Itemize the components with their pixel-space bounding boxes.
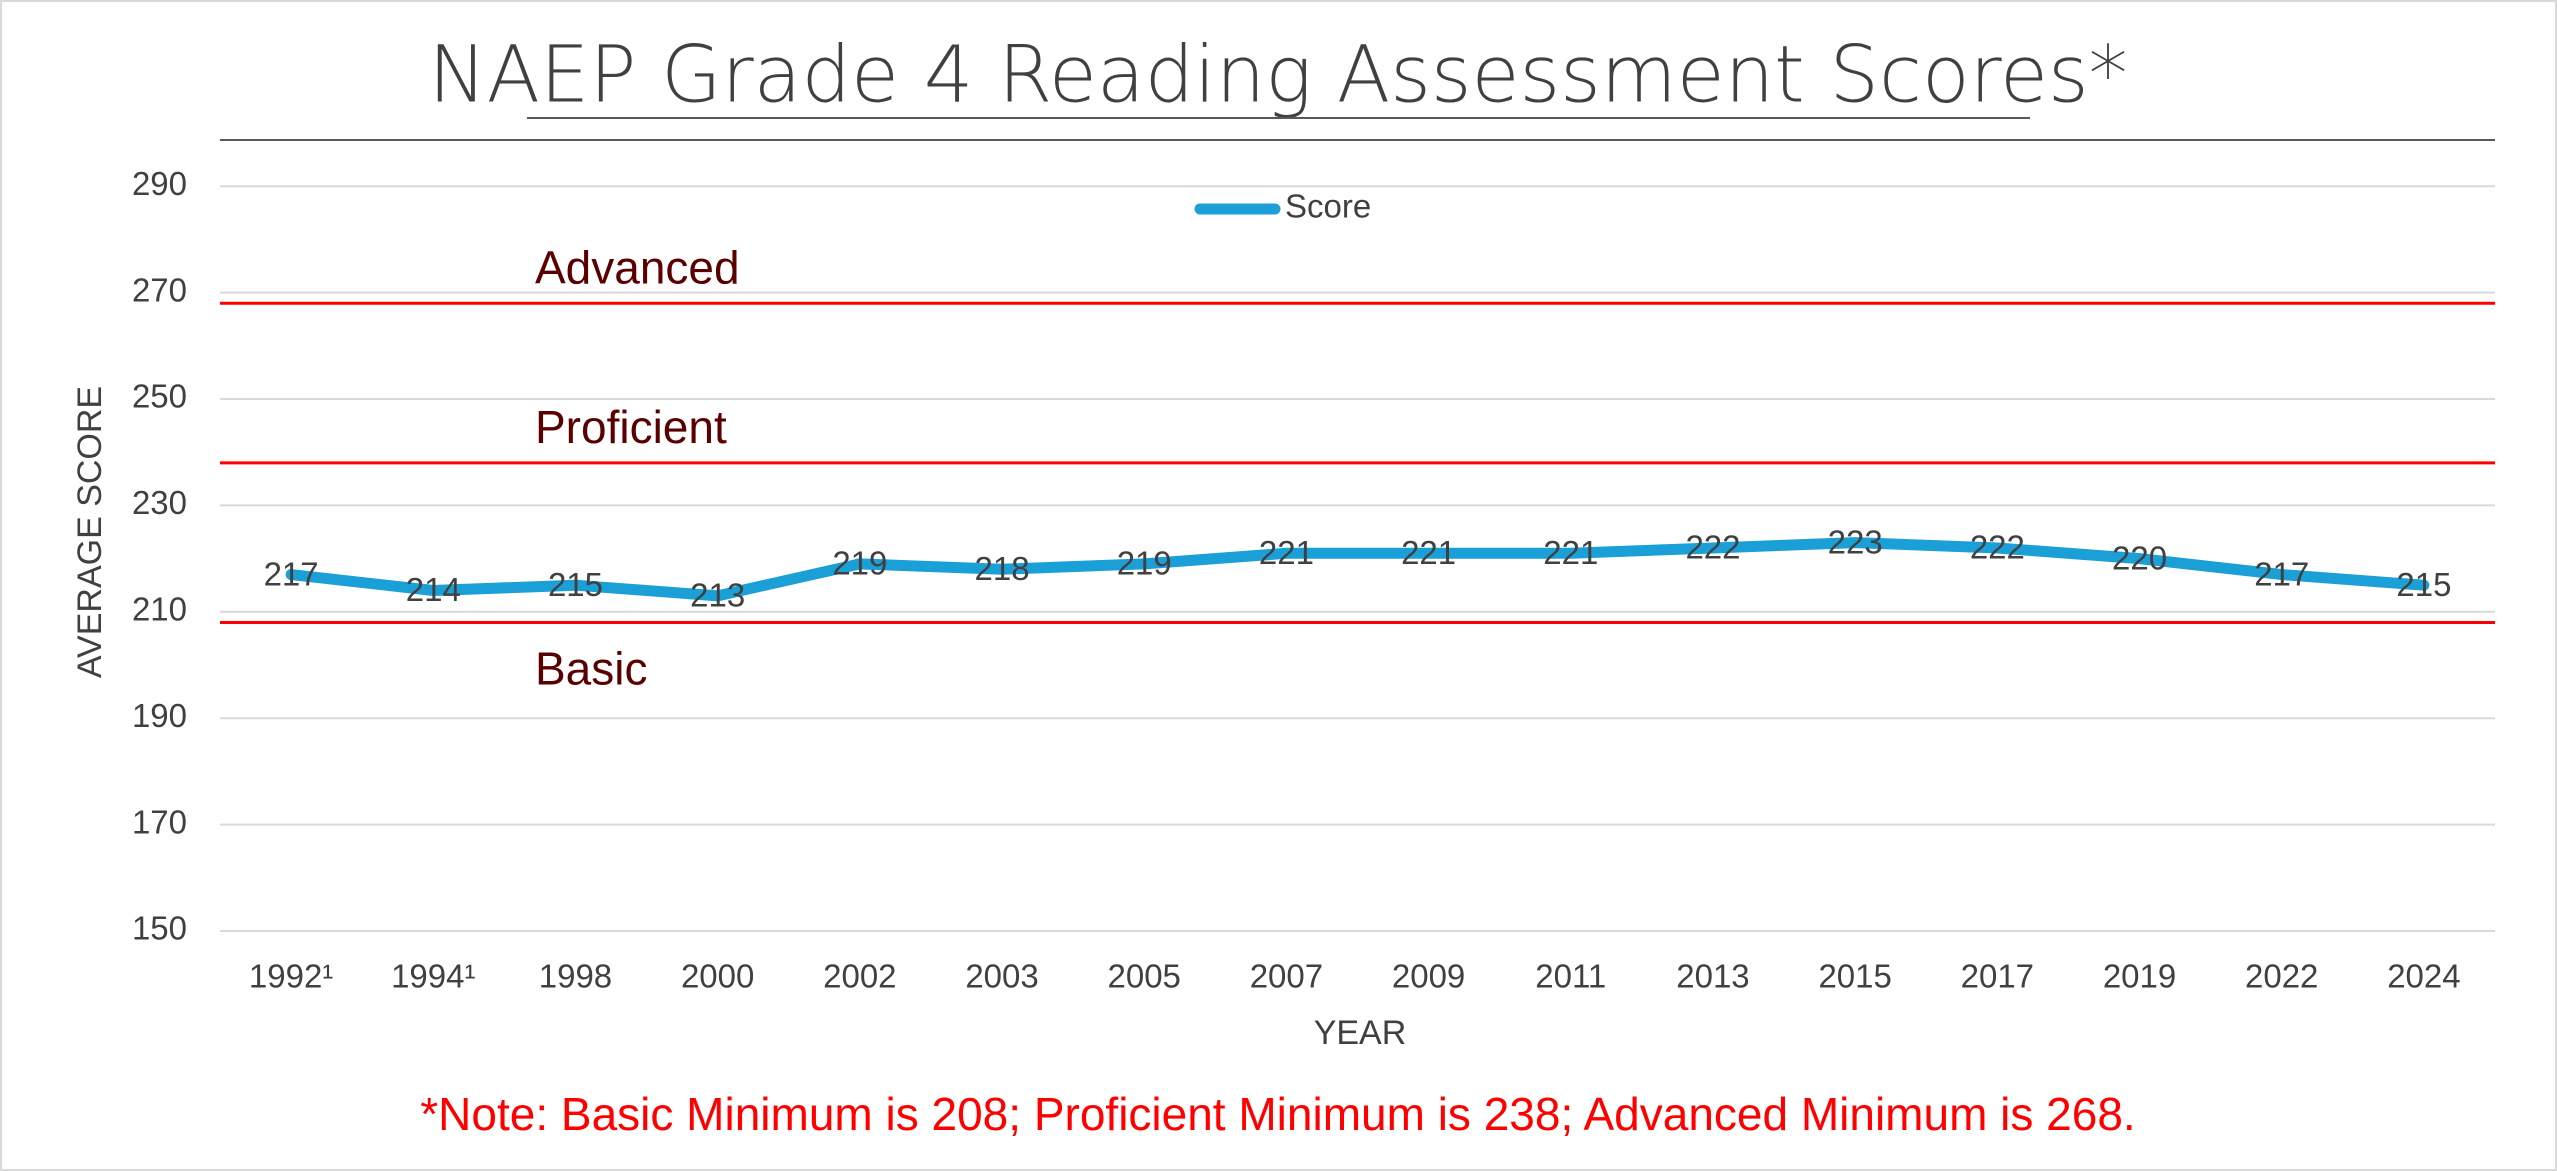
- x-tick-label: 2013: [1676, 958, 1749, 995]
- x-tick-label: 1994¹: [391, 958, 475, 995]
- y-tick-label: 170: [132, 803, 187, 840]
- x-axis-title: YEAR: [1314, 1014, 1407, 1052]
- x-tick-label: 2019: [2103, 958, 2176, 995]
- data-label: 223: [1828, 523, 1883, 560]
- threshold-label: Proficient: [535, 401, 727, 453]
- x-tick-label: 2017: [1961, 958, 2034, 995]
- data-label: 219: [832, 545, 887, 582]
- line-series: [285, 537, 2430, 602]
- x-tick-label: 2009: [1392, 958, 1465, 995]
- data-label: 217: [264, 555, 319, 592]
- data-label: 215: [2396, 566, 2451, 603]
- chart-title: NAEP Grade 4 Reading Assessment Scores*: [428, 31, 2127, 121]
- x-tick-label: 1992¹: [249, 958, 333, 995]
- note: *Note: Basic Minimum is 208; Proficient …: [420, 1088, 2135, 1140]
- x-tick-label: 2003: [965, 958, 1038, 995]
- data-label: 222: [1685, 529, 1740, 566]
- y-tick-label: 190: [132, 697, 187, 734]
- y-tick-label: 270: [132, 271, 187, 308]
- threshold-label: Basic: [535, 643, 647, 695]
- legend-label: Score: [1285, 188, 1371, 225]
- data-label: 220: [2112, 539, 2167, 576]
- y-tick-label: 230: [132, 484, 187, 521]
- x-tick-label: 2024: [2387, 958, 2460, 995]
- threshold-label: Advanced: [535, 241, 740, 293]
- x-tick-label: 2000: [681, 958, 754, 995]
- y-tick-label: 150: [132, 910, 187, 947]
- data-label: 222: [1970, 529, 2025, 566]
- data-label: 221: [1259, 534, 1314, 571]
- data-label: 221: [1543, 534, 1598, 571]
- x-tick-label: 2005: [1108, 958, 1181, 995]
- data-label: 217: [2254, 555, 2309, 592]
- x-tick-label: 2011: [1535, 958, 1606, 995]
- y-tick-label: 210: [132, 591, 187, 628]
- data-label: 213: [690, 577, 745, 614]
- x-tick-label: 2007: [1250, 958, 1323, 995]
- data-label: 214: [406, 571, 461, 608]
- y-tick-label: 290: [132, 165, 187, 202]
- x-tick-label: 2002: [823, 958, 896, 995]
- x-tick-label: 2015: [1818, 958, 1891, 995]
- y-axis-title: AVERAGE SCORE: [71, 386, 109, 678]
- data-label: 218: [975, 550, 1030, 587]
- data-label: 221: [1401, 534, 1456, 571]
- data-label: 219: [1117, 545, 1172, 582]
- x-tick-label: 2022: [2245, 958, 2318, 995]
- y-tick-label: 250: [132, 378, 187, 415]
- x-tick-label: 1998: [539, 958, 612, 995]
- data-label: 215: [548, 566, 603, 603]
